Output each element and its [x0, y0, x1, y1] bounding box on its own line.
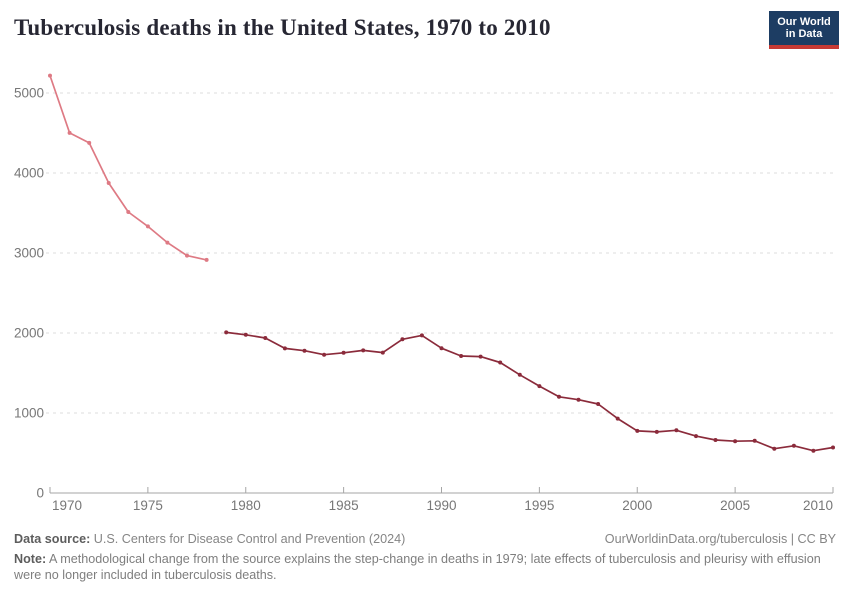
- y-tick-label-3000: 3000: [14, 246, 44, 261]
- data-point-1975: [145, 224, 150, 229]
- data-source-label: Data source:: [14, 532, 91, 546]
- x-tick-label-1970: 1970: [52, 498, 82, 513]
- data-point-2001: [654, 429, 659, 434]
- owid-logo[interactable]: Our World in Data: [769, 11, 839, 49]
- x-tick-label-2000: 2000: [622, 498, 652, 513]
- data-point-1984: [322, 352, 327, 357]
- y-tick-label-0: 0: [36, 486, 44, 501]
- data-point-2005: [733, 439, 738, 444]
- data-point-1981: [263, 336, 268, 340]
- data-point-2003: [694, 434, 698, 439]
- data-point-1982: [282, 346, 287, 351]
- data-point-2006: [752, 438, 757, 443]
- data-point-1977: [185, 253, 189, 258]
- x-tick-label-1980: 1980: [231, 498, 261, 513]
- x-tick-label-2005: 2005: [720, 498, 750, 513]
- data-point-2007: [772, 446, 777, 451]
- y-tick-label-5000: 5000: [14, 86, 44, 101]
- data-point-1980: [243, 332, 248, 337]
- data-point-2000: [635, 428, 640, 433]
- x-tick-label-1975: 1975: [133, 498, 163, 513]
- data-point-1979: [224, 330, 229, 335]
- data-point-1998: [596, 402, 601, 406]
- data-point-1976: [165, 240, 170, 245]
- series-1970-1978[interactable]: [48, 73, 209, 262]
- y-tick-label-4000: 4000: [14, 166, 44, 181]
- data-point-1988: [400, 337, 405, 342]
- series-line-1970-1978: [49, 74, 208, 261]
- data-point-2010: [831, 445, 835, 450]
- y-tick-label-1000: 1000: [14, 406, 44, 421]
- chart-note: Note: A methodological change from the s…: [14, 551, 836, 583]
- data-point-2008: [791, 443, 796, 448]
- data-point-1986: [361, 348, 366, 353]
- note-label: Note:: [14, 552, 47, 567]
- data-point-1973: [106, 181, 111, 185]
- data-point-1990: [439, 346, 444, 351]
- data-point-1997: [576, 397, 581, 402]
- x-tick-label-1985: 1985: [329, 498, 359, 513]
- data-point-1983: [302, 348, 307, 353]
- page-title: Tuberculosis deaths in the United States…: [14, 15, 551, 40]
- data-point-1994: [517, 372, 522, 377]
- note-text: A methodological change from the source …: [14, 552, 821, 583]
- data-point-1978: [204, 257, 209, 262]
- data-point-1974: [126, 210, 131, 214]
- data-point-1999: [615, 416, 620, 421]
- x-tick-label-2010: 2010: [803, 498, 833, 513]
- chart-canvas: 0 1000 2000 3000 4000 5000 1970 1975 1980 1985 199…: [14, 73, 835, 513]
- owid-attribution-link[interactable]: OurWorldinData.org/tuberculosis | CC BY: [604, 532, 836, 546]
- x-tick-label-1995: 1995: [524, 498, 554, 513]
- data-point-1985: [341, 350, 346, 355]
- data-point-1992: [478, 354, 483, 359]
- data-source-line: Data source: U.S. Centers for Disease Co…: [14, 531, 405, 547]
- data-point-2004: [713, 438, 718, 442]
- data-point-1993: [498, 360, 503, 365]
- data-point-2009: [811, 448, 816, 453]
- data-point-1970: [48, 73, 52, 78]
- data-point-1991: [459, 354, 464, 358]
- owid-logo-line2: in Data: [785, 28, 823, 40]
- data-source-text: U.S. Centers for Disease Control and Pre…: [93, 532, 406, 546]
- owid-logo-line1: Our World: [777, 16, 831, 28]
- series-1979-2010[interactable]: [224, 330, 835, 453]
- data-point-1972: [87, 140, 92, 145]
- data-point-1989: [419, 333, 424, 338]
- chart-footer: Data source: U.S. Centers for Disease Co…: [14, 531, 836, 583]
- series-line-1979-2010: [225, 331, 834, 452]
- x-tick-label-1990: 1990: [426, 498, 456, 513]
- data-point-1971: [67, 130, 72, 135]
- data-point-1995: [537, 384, 542, 389]
- data-point-2002: [674, 428, 679, 433]
- data-point-1987: [380, 350, 385, 355]
- y-tick-label-2000: 2000: [14, 326, 44, 341]
- data-point-1996: [557, 394, 561, 399]
